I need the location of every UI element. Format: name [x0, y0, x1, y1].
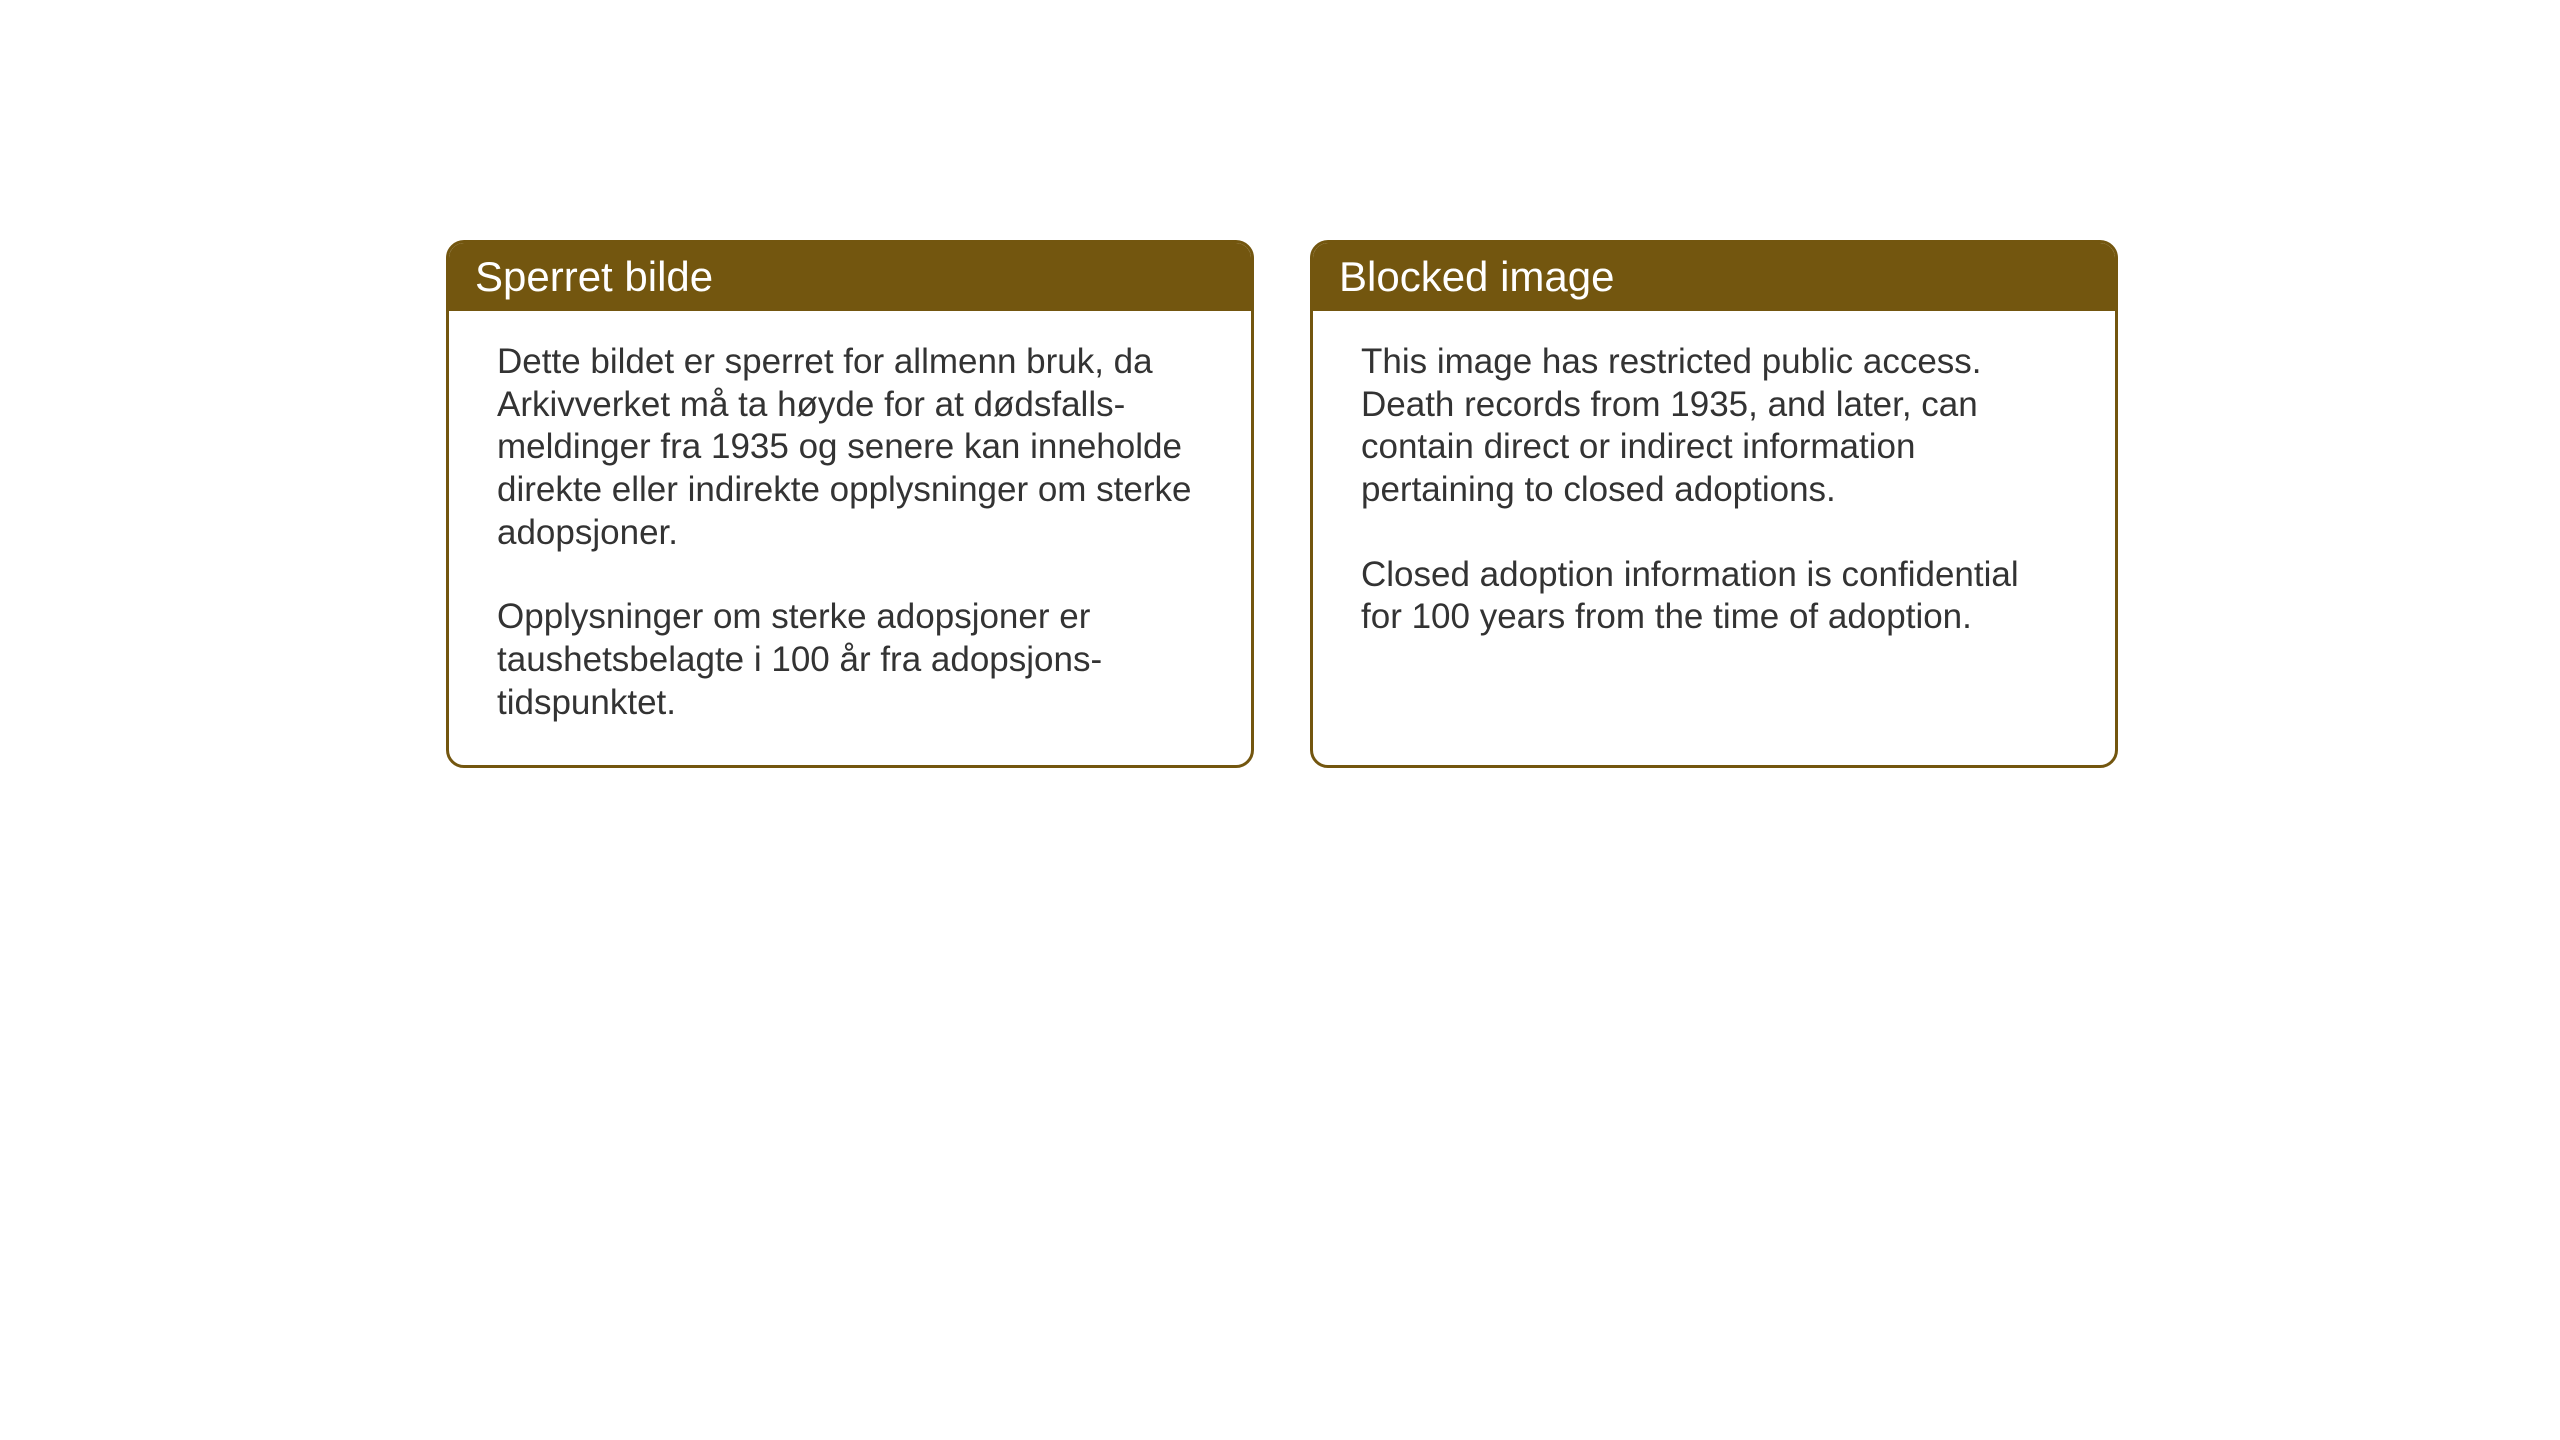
- notice-box-english: Blocked image This image has restricted …: [1310, 240, 2118, 768]
- notice-header-english: Blocked image: [1313, 243, 2115, 311]
- notice-body-norwegian: Dette bildet er sperret for allmenn bruk…: [449, 311, 1251, 765]
- notice-body-english: This image has restricted public access.…: [1313, 311, 2115, 679]
- notice-header-norwegian: Sperret bilde: [449, 243, 1251, 311]
- notice-paragraph1-english: This image has restricted public access.…: [1361, 341, 2067, 512]
- notice-paragraph2-norwegian: Opplysninger om sterke adopsjoner er tau…: [497, 596, 1203, 724]
- notice-paragraph2-english: Closed adoption information is confident…: [1361, 554, 2067, 639]
- notice-title-english: Blocked image: [1339, 253, 1614, 300]
- notice-container: Sperret bilde Dette bildet er sperret fo…: [446, 240, 2118, 768]
- notice-title-norwegian: Sperret bilde: [475, 253, 713, 300]
- notice-paragraph1-norwegian: Dette bildet er sperret for allmenn bruk…: [497, 341, 1203, 554]
- notice-box-norwegian: Sperret bilde Dette bildet er sperret fo…: [446, 240, 1254, 768]
